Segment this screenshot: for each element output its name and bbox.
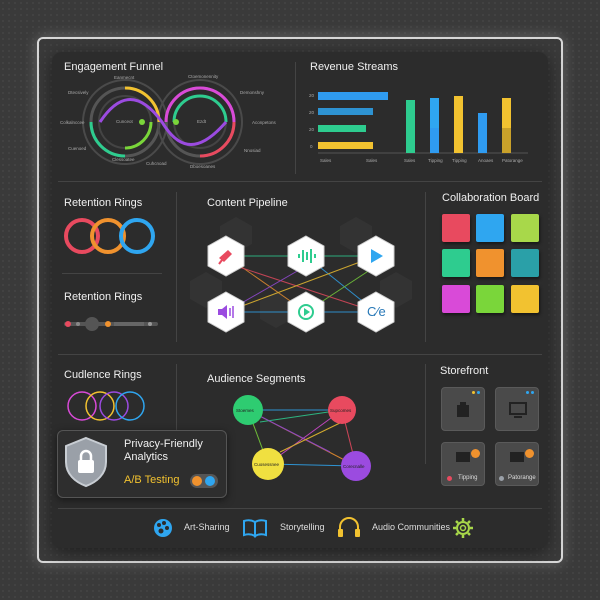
status-dot-icon <box>447 476 452 481</box>
x-label: Sales <box>320 158 332 163</box>
palette-icon[interactable] <box>152 517 174 539</box>
sticky-note[interactable] <box>476 285 504 313</box>
status-dot-icon <box>499 476 504 481</box>
funnel-center-label: Cunceot <box>116 119 133 124</box>
storefront-item-patorange[interactable]: Patorange <box>495 442 539 486</box>
sticky-note[interactable] <box>442 214 470 242</box>
megaphone-icon <box>218 250 232 265</box>
art-sharing-link[interactable]: Art-Sharing <box>184 522 230 532</box>
funnel-label: Aconpetons <box>252 120 276 125</box>
sticky-note[interactable] <box>511 214 539 242</box>
revenue-bar-chart <box>318 92 528 154</box>
engagement-funnel-title: Engagement Funnel <box>64 61 164 73</box>
storefront-item[interactable] <box>495 387 539 431</box>
x-label: Patorange <box>502 158 523 163</box>
privacy-title: Privacy-Friendly <box>124 438 203 450</box>
sticky-note[interactable] <box>442 249 470 277</box>
funnel-label: Cuenoed <box>68 146 87 151</box>
funnel-label: Nnosiad <box>244 148 261 153</box>
shield-lock-icon <box>65 436 107 488</box>
x-label: Tipping <box>452 158 467 163</box>
y-tick: 20 <box>309 110 315 115</box>
storefront-title: Storefront <box>440 365 489 377</box>
storefront-item-tipping[interactable]: Tipping <box>441 442 485 486</box>
storefront-item[interactable] <box>441 387 485 431</box>
divider <box>176 192 177 342</box>
storefront-label: Patorange <box>508 475 536 481</box>
divider <box>58 354 542 355</box>
retention-rings-graphic <box>64 218 155 254</box>
funnel-label: Ctoemonennity <box>188 74 219 79</box>
x-label: Sales <box>404 158 416 163</box>
funnel-label: Dtecsively <box>68 90 89 95</box>
monitor-icon <box>509 402 527 418</box>
y-tick: 0 <box>310 144 313 149</box>
content-pipeline-graphic <box>190 217 412 333</box>
segment-label: Corecnalle <box>343 464 365 469</box>
sound-icon <box>218 305 234 319</box>
retention-rings-title: Retention Rings <box>64 197 143 209</box>
collaboration-board-title: Collaboration Board <box>442 192 540 204</box>
divider <box>425 192 426 342</box>
x-label: Anoaes <box>478 158 494 163</box>
retention-slider[interactable] <box>64 314 164 334</box>
ab-testing-toggle[interactable] <box>190 474 218 488</box>
headphones-icon[interactable] <box>337 516 361 538</box>
divider <box>425 364 426 464</box>
divider <box>58 508 542 509</box>
funnel-label: Eanmecnt <box>114 75 135 80</box>
box-icon <box>457 402 469 417</box>
star-badge-icon <box>525 449 534 458</box>
audience-segments-graph <box>233 395 371 481</box>
ab-testing-label: A/B Testing <box>124 474 180 486</box>
sticky-note[interactable] <box>442 285 470 313</box>
sticky-note[interactable] <box>511 285 539 313</box>
x-label: Tipping <box>428 158 443 163</box>
funnel-label: Colkalnccee <box>60 120 85 125</box>
content-pipeline-title: Content Pipeline <box>207 197 288 209</box>
book-icon[interactable] <box>242 517 268 539</box>
segment-label: Supcomes <box>330 408 352 413</box>
storytelling-link[interactable]: Storytelling <box>280 522 325 532</box>
funnel-infinity-graphic <box>82 79 243 165</box>
star-badge-icon <box>471 449 480 458</box>
cudience-rings-title: Cudlence Rings <box>64 369 142 381</box>
storefront-label: Tipping <box>458 475 478 481</box>
y-tick: 20 <box>309 127 315 132</box>
sticky-note[interactable] <box>511 249 539 277</box>
sticky-note[interactable] <box>476 249 504 277</box>
segment-label: Cuosessnee <box>254 462 280 467</box>
divider <box>176 364 177 464</box>
audience-segments-title: Audience Segments <box>207 373 306 385</box>
x-label: Sales <box>366 158 378 163</box>
outer-frame <box>37 37 563 563</box>
audio-communities-link[interactable]: Audio Communities <box>372 522 451 532</box>
revenue-streams-title: Revenue Streams <box>310 61 399 73</box>
funnel-label: Dboesoanes <box>190 164 216 169</box>
divider <box>62 273 162 274</box>
play-circle-icon <box>298 304 314 320</box>
play-icon <box>371 249 383 263</box>
y-tick: 20 <box>309 93 315 98</box>
code-icon: C⁄e <box>367 304 386 319</box>
funnel-label: Demonshny <box>240 90 265 95</box>
funnel-label: Cuhcnoad <box>146 161 167 166</box>
funnel-label: Clessoatee <box>112 157 135 162</box>
divider <box>58 181 542 182</box>
sticky-note[interactable] <box>476 214 504 242</box>
segment-label: Stoemes <box>236 408 254 413</box>
monitor-icon <box>510 452 524 462</box>
privacy-subtitle: Analytics <box>124 451 169 463</box>
cudience-rings-graphic <box>67 391 145 421</box>
monitor-icon <box>456 452 470 462</box>
divider <box>295 62 296 174</box>
funnel-center-label: Ezdt <box>197 119 207 124</box>
audio-wave-icon <box>298 249 316 263</box>
gear-icon[interactable] <box>452 517 474 539</box>
retention-rings-title: Retention Rings <box>64 291 143 303</box>
